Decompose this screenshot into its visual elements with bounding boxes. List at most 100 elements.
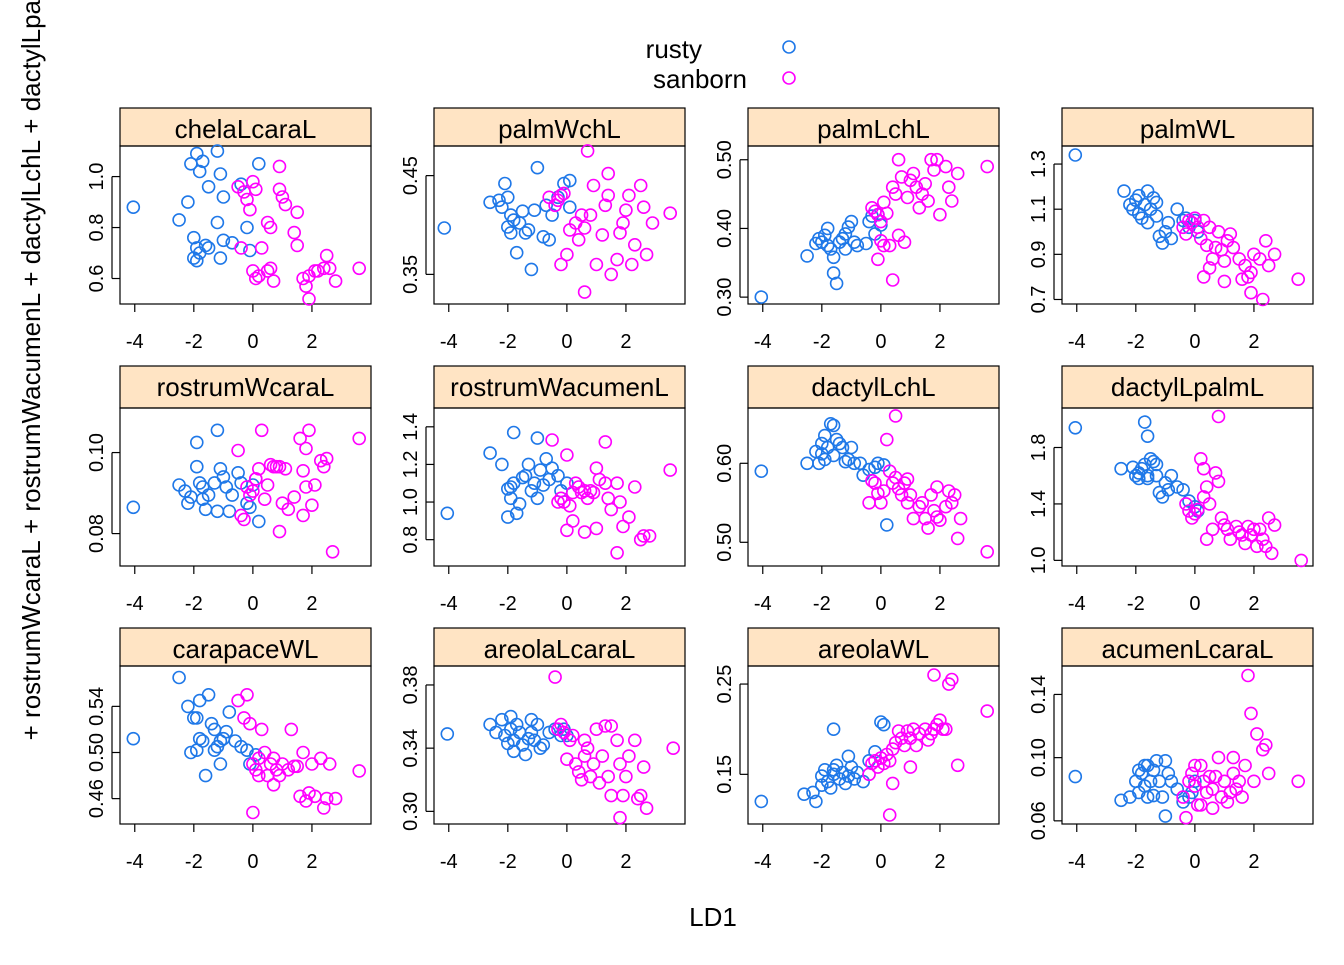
point-rusty (1164, 231, 1179, 246)
panel-title: dactylLpalmL (1111, 372, 1264, 402)
point-rusty (518, 747, 533, 762)
point-sanborn (284, 722, 299, 737)
point-sanborn (586, 757, 601, 771)
x-tick-label: 2 (1248, 851, 1259, 873)
point-sanborn (557, 186, 571, 201)
point-rusty (190, 253, 204, 268)
point-sanborn (918, 177, 933, 191)
y-tick-label: 0.35 (400, 255, 422, 294)
x-tick-label: -4 (754, 593, 772, 615)
point-sanborn (924, 152, 938, 167)
point-sanborn (879, 206, 894, 221)
point-sanborn (930, 480, 944, 494)
point-sanborn (305, 498, 319, 513)
point-sanborn (243, 202, 257, 217)
point-sanborn (636, 200, 651, 214)
panel-areolaLcaraL: areolaLcaraL -4 -2 0 2 0.30 0.34 0.38 (400, 627, 686, 873)
x-tick-label: -2 (499, 593, 517, 615)
point-rusty (231, 465, 245, 480)
panel-strip (1061, 365, 1314, 409)
point-sanborn (1223, 227, 1238, 241)
y-tick-label: 0.50 (714, 140, 736, 179)
point-rusty (1068, 420, 1083, 435)
point-sanborn (1256, 532, 1270, 547)
point-sanborn (862, 495, 876, 510)
point-rusty (195, 734, 210, 748)
point-sanborn (1205, 801, 1220, 816)
point-rusty (1068, 148, 1083, 162)
point-sanborn (586, 178, 601, 193)
legend-label-sanborn: sanborn (653, 64, 747, 94)
point-rusty (1140, 215, 1155, 230)
x-tick-label: -2 (499, 851, 517, 873)
point-rusty (1164, 468, 1179, 483)
point-sanborn (900, 190, 915, 205)
point-rusty (1114, 793, 1128, 808)
point-sanborn (663, 463, 678, 477)
point-sanborn (1235, 790, 1249, 804)
point-rusty (190, 146, 204, 161)
point-sanborn (885, 180, 900, 194)
x-tick-label: 0 (1189, 331, 1200, 353)
point-rusty (826, 418, 841, 433)
point-sanborn (246, 174, 260, 189)
point-sanborn (1226, 766, 1241, 781)
point-sanborn (666, 741, 681, 756)
point-sanborn (1179, 227, 1193, 241)
point-rusty (524, 262, 539, 277)
point-rusty (1158, 809, 1173, 823)
y-tick-label: 1.0 (1028, 546, 1050, 574)
panel-frame (433, 665, 686, 825)
y-tick-label: 0.7 (1028, 286, 1050, 314)
point-rusty (216, 470, 231, 484)
point-rusty (826, 250, 841, 265)
x-tick-label: 2 (620, 851, 631, 873)
point-sanborn (1205, 522, 1220, 537)
point-rusty (539, 198, 554, 213)
point-sanborn (900, 495, 915, 510)
point-sanborn (589, 461, 604, 476)
point-sanborn (891, 724, 906, 738)
x-tick-label: -2 (185, 851, 203, 873)
point-sanborn (1247, 774, 1261, 789)
point-sanborn (1217, 274, 1232, 289)
x-tick-label: -2 (185, 593, 203, 615)
x-tick-label: 2 (306, 331, 317, 353)
x-tick-label: 0 (247, 593, 258, 615)
point-sanborn (302, 292, 316, 306)
y-tick-label: 0.45 (400, 156, 422, 195)
y-tick-label: 0.14 (1028, 675, 1050, 714)
point-rusty (844, 440, 859, 455)
x-tick-label: 0 (247, 851, 258, 873)
panel-chelaLcaraL: chelaLcaraL -4 -2 0 2 0.6 0.8 1.0 (86, 107, 372, 353)
point-sanborn (1179, 810, 1193, 825)
panel-title: dactylLchL (811, 372, 935, 402)
point-sanborn (1294, 553, 1308, 568)
panel-frame (119, 145, 372, 305)
point-sanborn (636, 529, 651, 543)
point-sanborn (604, 502, 619, 517)
point-sanborn (947, 488, 962, 502)
point-rusty (800, 249, 814, 263)
point-sanborn (299, 441, 313, 456)
point-rusty (201, 687, 216, 702)
point-rusty (492, 193, 506, 208)
point-sanborn (1250, 727, 1264, 741)
point-sanborn (296, 745, 310, 760)
y-tick-label: 0.60 (714, 444, 736, 483)
point-rusty (838, 227, 853, 241)
panel-palmWchL: palmWchL -4 -2 0 2 0.35 0.45 (400, 107, 686, 353)
point-sanborn (921, 194, 935, 208)
x-tick-label: 0 (875, 593, 886, 615)
point-sanborn (1199, 480, 1214, 494)
point-sanborn (554, 257, 568, 272)
point-rusty (1117, 184, 1131, 198)
point-sanborn (903, 760, 918, 774)
point-rusty (533, 741, 548, 756)
x-tick-label: 2 (306, 593, 317, 615)
point-rusty (536, 738, 551, 752)
panel-frame (119, 407, 372, 567)
point-rusty (754, 794, 769, 809)
point-rusty (560, 476, 574, 491)
point-rusty (1068, 769, 1083, 784)
